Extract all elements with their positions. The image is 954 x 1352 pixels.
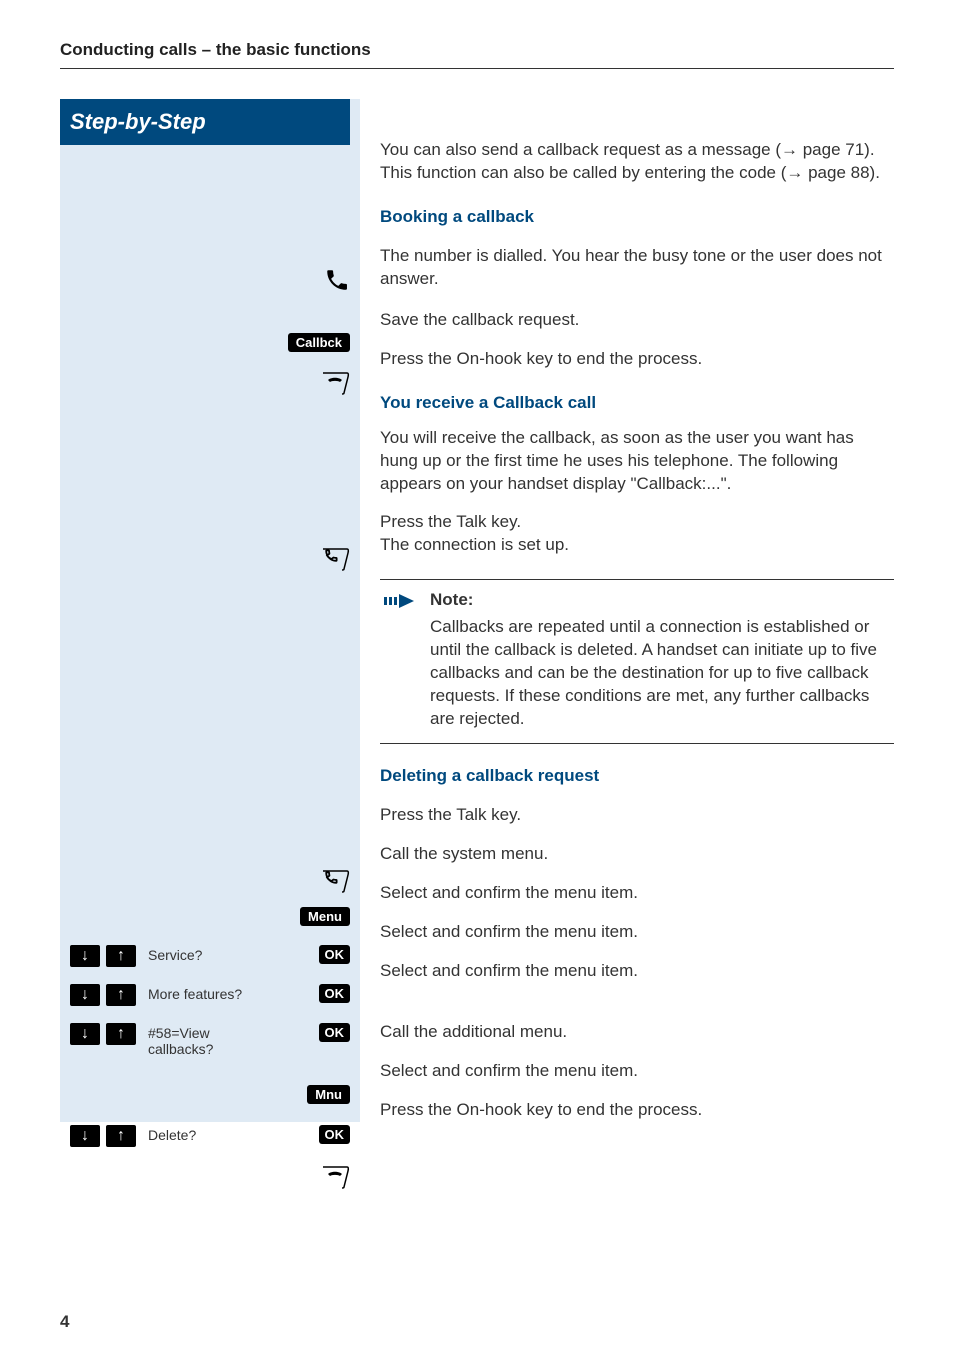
- running-header: Conducting calls – the basic functions: [60, 40, 894, 69]
- page-number: 4: [60, 1312, 69, 1332]
- mnu-softkey: Mnu: [307, 1085, 350, 1104]
- menu-item-label: #58=View callbacks?: [142, 1023, 313, 1057]
- menu-label: Menu: [300, 907, 350, 926]
- ok-key: OK: [319, 984, 351, 1003]
- ok-key: OK: [319, 1125, 351, 1144]
- mnu-label: Mnu: [307, 1085, 350, 1104]
- left-column: Step-by-Step Callbck Menu ↓ ↑ Servi: [60, 99, 360, 1122]
- deleting-title: Deleting a callback request: [380, 766, 894, 786]
- arrow-down-icon: ↓: [70, 945, 100, 967]
- intro-text: You can also send a callback request as …: [380, 139, 894, 185]
- arrow-down-icon: ↓: [70, 984, 100, 1006]
- main-layout: Step-by-Step Callbck Menu ↓ ↑ Servi: [60, 99, 894, 1122]
- menu-row-delete: ↓ ↑ Delete? OK: [70, 1125, 350, 1147]
- menu-item-label: Delete?: [142, 1125, 313, 1143]
- deleting-row1-text: Select and confirm the menu item.: [380, 921, 894, 944]
- receive-talk-line: Press the Talk key. The connection is se…: [380, 511, 894, 557]
- booking-phone-line: The number is dialled. You hear the busy…: [380, 245, 894, 291]
- receive-title: You receive a Callback call: [380, 393, 894, 413]
- menu-softkey: Menu: [300, 907, 350, 926]
- arrow-down-icon: ↓: [70, 1023, 100, 1045]
- deleting-menu-line: Call the system menu.: [380, 843, 894, 866]
- callbck-softkey: Callbck: [288, 333, 350, 352]
- ok-key: OK: [319, 945, 351, 964]
- arrow-up-icon: ↑: [106, 1125, 136, 1147]
- booking-onhook-line: Press the On-hook key to end the process…: [380, 348, 894, 371]
- step-header: Step-by-Step: [60, 99, 350, 145]
- note-arrow-icon: [380, 590, 416, 731]
- deleting-row2-text: Select and confirm the menu item.: [380, 960, 894, 983]
- onhook-key-icon: [320, 371, 350, 395]
- note-body: Callbacks are repeated until a connectio…: [430, 616, 894, 731]
- talk-key-icon: [320, 547, 350, 571]
- menu-row-service: ↓ ↑ Service? OK: [70, 945, 350, 967]
- menu-row-view-callbacks: ↓ ↑ #58=View callbacks? OK: [70, 1023, 350, 1057]
- booking-callbck-line: Save the callback request.: [380, 309, 894, 332]
- ok-key: OK: [319, 1023, 351, 1042]
- deleting-mnu-line: Call the additional menu.: [380, 1021, 894, 1044]
- deleting-talk-line: Press the Talk key.: [380, 804, 894, 827]
- booking-title: Booking a callback: [380, 207, 894, 227]
- menu-row-more-features: ↓ ↑ More features? OK: [70, 984, 350, 1006]
- arrow-up-icon: ↑: [106, 984, 136, 1006]
- menu-item-label: Service?: [142, 945, 313, 963]
- talk-key-icon-2: [320, 869, 350, 893]
- note-box: Note: Callbacks are repeated until a con…: [380, 579, 894, 744]
- deleting-row0-text: Select and confirm the menu item.: [380, 882, 894, 905]
- arrow-up-icon: ↑: [106, 945, 136, 967]
- note-title: Note:: [430, 590, 894, 610]
- deleting-delete-text: Select and confirm the menu item.: [380, 1060, 894, 1083]
- onhook-key-icon-2: [320, 1165, 350, 1189]
- receive-body: You will receive the callback, as soon a…: [380, 427, 894, 496]
- menu-item-label: More features?: [142, 984, 313, 1002]
- arrow-up-icon: ↑: [106, 1023, 136, 1045]
- handset-icon: [324, 267, 350, 293]
- right-column: You can also send a callback request as …: [360, 99, 894, 1122]
- deleting-onhook-line: Press the On-hook key to end the process…: [380, 1099, 894, 1122]
- arrow-down-icon: ↓: [70, 1125, 100, 1147]
- callbck-label: Callbck: [288, 333, 350, 352]
